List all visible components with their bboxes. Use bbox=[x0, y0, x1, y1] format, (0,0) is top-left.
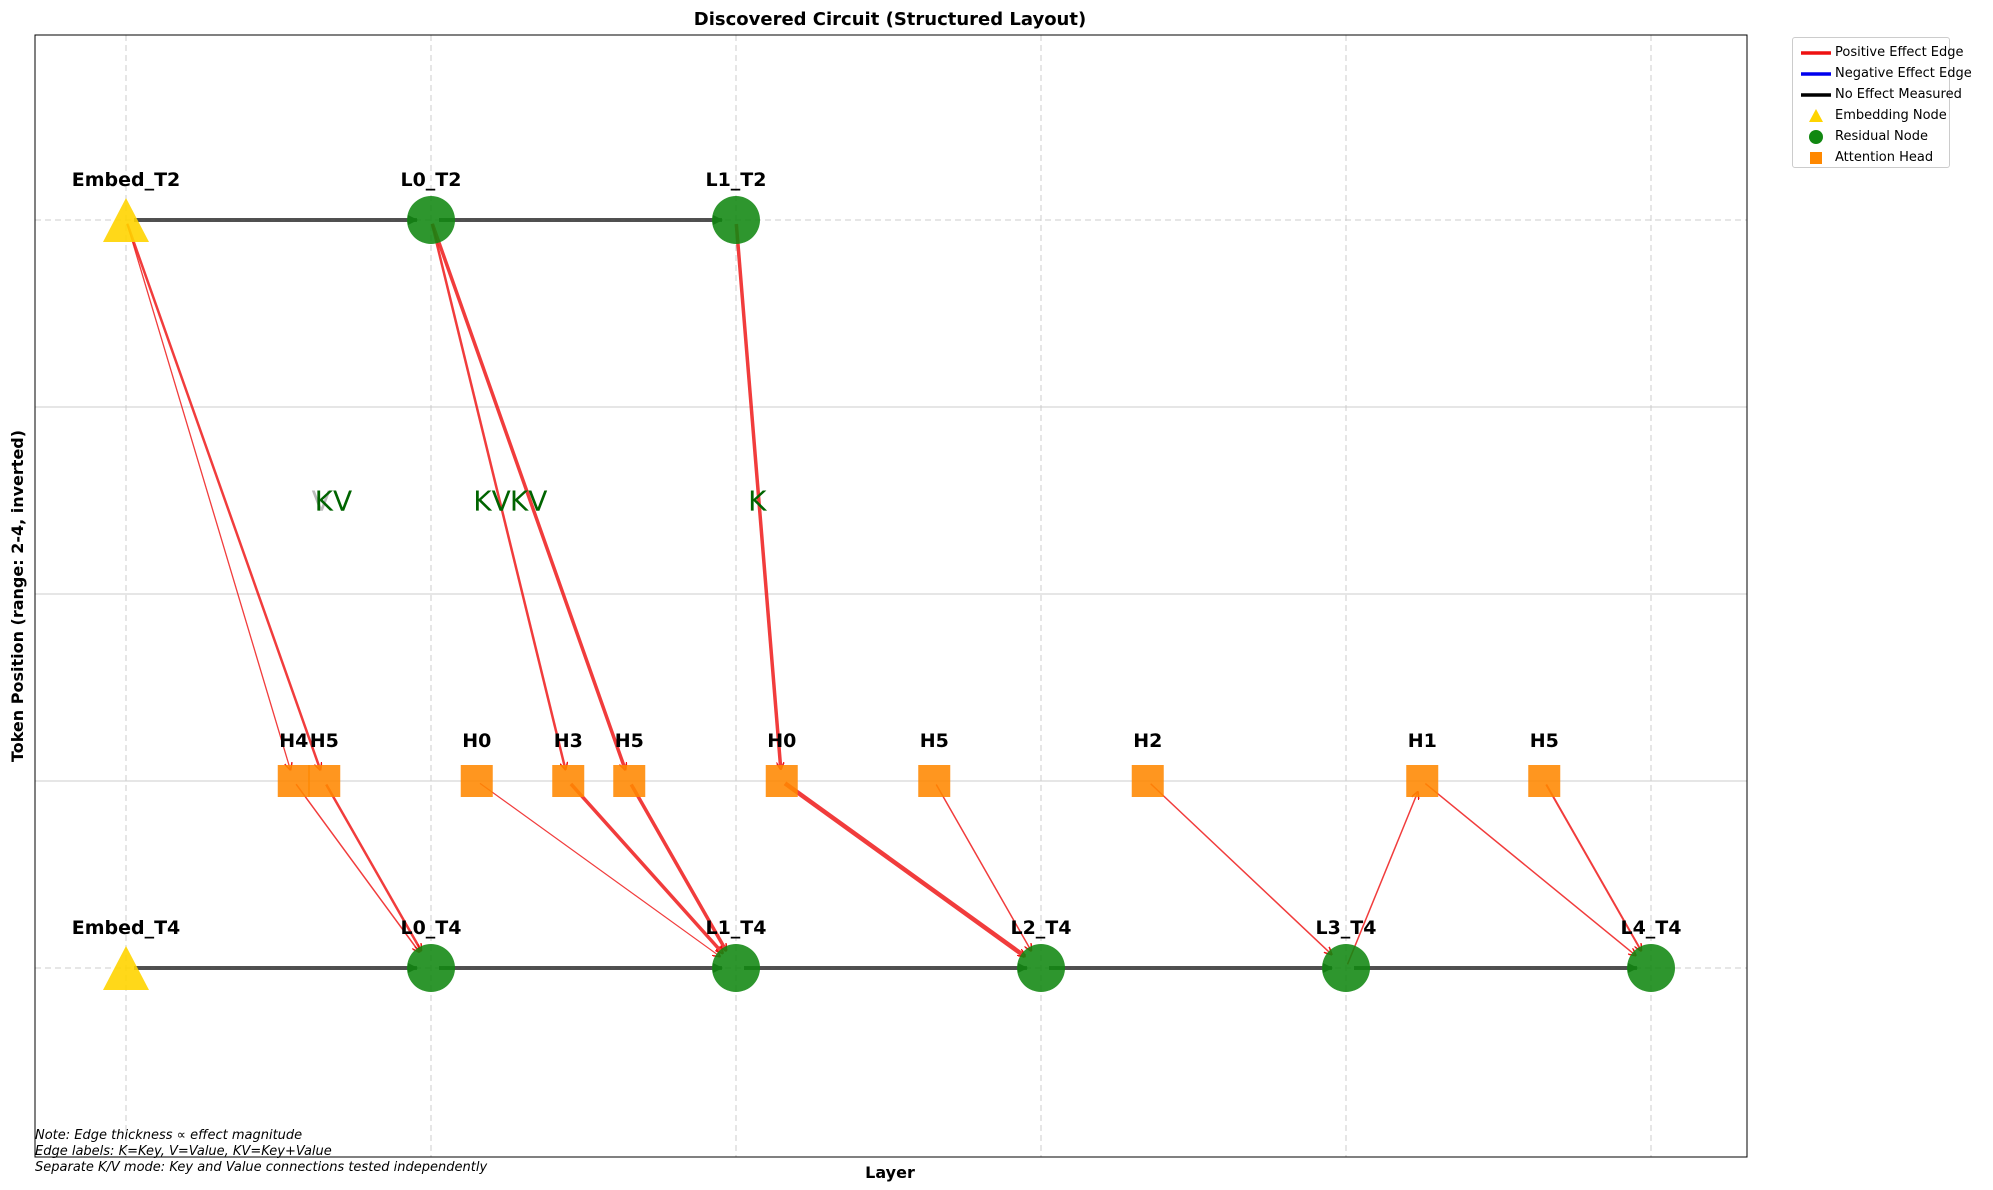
legend-item: Embedding Node bbox=[1793, 107, 1951, 125]
node-label-h5_l4: H5 bbox=[1530, 730, 1559, 752]
edges bbox=[126, 215, 1641, 973]
x-axis-label: Layer bbox=[865, 1163, 915, 1182]
edge-label: V bbox=[312, 485, 331, 518]
edge-h5_l4-to-l4_t4 bbox=[1545, 783, 1641, 950]
node-label-l4_t4: L4_T4 bbox=[1620, 917, 1681, 939]
node-label-embed_t2: Embed_T2 bbox=[72, 169, 181, 191]
node-l1_t2 bbox=[712, 196, 760, 244]
y-axis-label: Token Position (range: 2-4, inverted) bbox=[8, 430, 27, 762]
edge-h0_l2-to-l2_t4 bbox=[783, 781, 1025, 959]
legend-label: No Effect Measured bbox=[1835, 87, 1962, 102]
node-l1_t4 bbox=[712, 944, 760, 992]
edge-h4_l0-to-l0_t4 bbox=[295, 783, 419, 952]
edge-label: KV bbox=[510, 485, 548, 518]
edge-h0_l1-to-l1_t4 bbox=[479, 782, 720, 956]
node-label-l0_t4: L0_T4 bbox=[400, 917, 461, 939]
edge-embed_t2-to-h5_l0 bbox=[126, 223, 320, 770]
edge-labels: VKV KV KV K bbox=[312, 485, 768, 518]
plot-frame bbox=[34, 34, 1748, 1158]
footnote-line: Note: Edge thickness ∝ effect magnitude bbox=[35, 1128, 303, 1143]
legend-item: Residual Node bbox=[1793, 128, 1951, 146]
legend-item: Negative Effect Edge bbox=[1793, 65, 1972, 83]
footnote: Note: Edge thickness ∝ effect magnitude … bbox=[35, 1128, 487, 1176]
legend-label: Attention Head bbox=[1835, 150, 1934, 165]
node-l0_t2 bbox=[407, 196, 455, 244]
node-l4_t4 bbox=[1627, 944, 1675, 992]
node-label-h5_l1: H5 bbox=[615, 730, 644, 752]
node-label-l3_t4: L3_T4 bbox=[1315, 917, 1376, 939]
edge-l0_t2-to-h5_l1 bbox=[430, 223, 625, 770]
node-label-l1_t2: L1_T2 bbox=[705, 169, 766, 191]
node-label-h1_l4: H1 bbox=[1408, 730, 1437, 752]
legend-square-icon bbox=[1810, 152, 1822, 164]
edge-h5_l2-to-l2_t4 bbox=[935, 784, 1031, 950]
node-embed_t4 bbox=[103, 946, 149, 990]
edge-label: KV bbox=[315, 485, 353, 518]
legend-item: Attention Head bbox=[1793, 149, 1951, 167]
legend-line-icon bbox=[1801, 72, 1831, 76]
legend-label: Negative Effect Edge bbox=[1835, 66, 1972, 81]
node-h5_l4 bbox=[1528, 765, 1561, 797]
node-h3_l1 bbox=[552, 765, 585, 797]
edge-h3_l1-to-l1_t4 bbox=[569, 782, 723, 953]
node-label-l2_t4: L2_T4 bbox=[1010, 917, 1071, 939]
node-h0_l1 bbox=[460, 765, 493, 797]
edge-l1_t2-to-h0_l2 bbox=[734, 223, 780, 769]
node-label-h0_l1: H0 bbox=[462, 730, 491, 752]
node-h5_l0 bbox=[308, 765, 341, 797]
legend: Positive Effect Edge Negative Effect Edge… bbox=[1792, 37, 1972, 168]
footnote-line: Separate K/V mode: Key and Value connect… bbox=[35, 1160, 488, 1175]
edge-embed_t2-to-h4_l0 bbox=[126, 223, 290, 770]
edge-label: K bbox=[748, 485, 767, 518]
nodes bbox=[103, 196, 1675, 992]
node-h5_l2 bbox=[918, 765, 951, 797]
node-label-h3_l1: H3 bbox=[554, 730, 583, 752]
node-l2_t4 bbox=[1017, 944, 1065, 992]
legend-line-icon bbox=[1801, 51, 1831, 55]
edge-h5_l0-to-l0_t4 bbox=[325, 783, 421, 950]
legend-item: No Effect Measured bbox=[1793, 86, 1962, 104]
chart-title: Discovered Circuit (Structured Layout) bbox=[694, 9, 1086, 30]
node-label-h2_l3: H2 bbox=[1133, 730, 1162, 752]
node-labels: Embed_T2 L0_T2 L1_T2 Embed_T4 L0_T4 L1_T4 L2_T… bbox=[72, 169, 1682, 939]
footnote-line: Edge labels: K=Key, V=Value, KV=Key+Valu… bbox=[35, 1144, 332, 1159]
node-label-embed_t4: Embed_T4 bbox=[72, 917, 181, 939]
legend-label: Embedding Node bbox=[1835, 108, 1947, 123]
node-label-h0_l2: H0 bbox=[767, 730, 796, 752]
node-embed_t2 bbox=[103, 198, 149, 242]
legend-circle-icon bbox=[1809, 130, 1823, 144]
node-l0_t4 bbox=[407, 944, 455, 992]
node-l3_t4 bbox=[1322, 944, 1370, 992]
edge-l0_t2-to-h3_l1 bbox=[430, 223, 565, 769]
legend-item: Positive Effect Edge bbox=[1793, 44, 1964, 62]
node-label-h5_l2: H5 bbox=[920, 730, 949, 752]
edge-label: KV bbox=[473, 485, 511, 518]
legend-label: Residual Node bbox=[1835, 129, 1928, 144]
legend-label: Positive Effect Edge bbox=[1835, 45, 1964, 60]
legend-line-icon bbox=[1801, 93, 1831, 97]
node-h5_l1 bbox=[613, 765, 646, 797]
node-h2_l3 bbox=[1131, 765, 1164, 797]
node-h1_l4 bbox=[1406, 765, 1439, 797]
node-label-h5_l0: H5 bbox=[310, 730, 339, 752]
edge-h1_l4-to-l4_t4 bbox=[1424, 782, 1635, 956]
node-h0_l2 bbox=[765, 765, 798, 797]
node-label-h4_l0: H4 bbox=[279, 730, 308, 752]
node-h4_l0 bbox=[277, 765, 310, 797]
edge-l3_t4-to-h1_l4 bbox=[1346, 792, 1418, 965]
edge-h5_l1-to-l1_t4 bbox=[629, 783, 728, 950]
edge-h2_l3-to-l3_t4 bbox=[1150, 783, 1332, 955]
node-label-l1_t4: L1_T4 bbox=[705, 917, 766, 939]
node-label-l0_t2: L0_T2 bbox=[400, 169, 461, 191]
grid-lines bbox=[35, 35, 1747, 1157]
legend-triangle-icon bbox=[1809, 109, 1823, 122]
